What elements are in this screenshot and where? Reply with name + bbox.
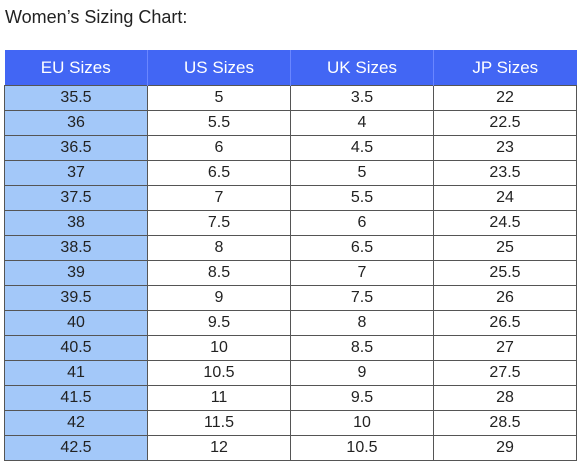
table-row: 40 9.5 8 26.5 (4, 310, 577, 336)
eu-size-cell: 42 (4, 410, 148, 436)
table-body: 35.5 5 3.5 22 36 5.5 4 22.5 36.5 6 4.5 23 37 6.5 5 23.5… (4, 85, 577, 461)
us-size-cell: 10.5 (147, 360, 291, 386)
uk-size-cell: 9.5 (290, 385, 434, 411)
eu-size-cell: 37 (4, 160, 148, 186)
us-size-cell: 9.5 (147, 310, 291, 336)
us-size-cell: 6.5 (147, 160, 291, 186)
us-size-cell: 12 (147, 435, 291, 461)
table-row: 35.5 5 3.5 22 (4, 85, 577, 111)
eu-size-cell: 40 (4, 310, 148, 336)
table-row: 40.5 10 8.5 27 (4, 335, 577, 361)
uk-size-cell: 10.5 (290, 435, 434, 461)
table-row: 38 7.5 6 24.5 (4, 210, 577, 236)
header-uk-sizes: UK Sizes (290, 50, 434, 86)
table-row: 39.5 9 7.5 26 (4, 285, 577, 311)
uk-size-cell: 5.5 (290, 185, 434, 211)
eu-size-cell: 39 (4, 260, 148, 286)
uk-size-cell: 8.5 (290, 335, 434, 361)
table-row: 36.5 6 4.5 23 (4, 135, 577, 161)
table-row: 36 5.5 4 22.5 (4, 110, 577, 136)
header-us-sizes: US Sizes (147, 50, 291, 86)
jp-size-cell: 23 (433, 135, 577, 161)
jp-size-cell: 22.5 (433, 110, 577, 136)
table-row: 37.5 7 5.5 24 (4, 185, 577, 211)
us-size-cell: 9 (147, 285, 291, 311)
jp-size-cell: 29 (433, 435, 577, 461)
jp-size-cell: 22 (433, 85, 577, 111)
eu-size-cell: 40.5 (4, 335, 148, 361)
us-size-cell: 8 (147, 235, 291, 261)
us-size-cell: 7.5 (147, 210, 291, 236)
eu-size-cell: 38.5 (4, 235, 148, 261)
uk-size-cell: 7.5 (290, 285, 434, 311)
table-row: 37 6.5 5 23.5 (4, 160, 577, 186)
eu-size-cell: 38 (4, 210, 148, 236)
us-size-cell: 8.5 (147, 260, 291, 286)
us-size-cell: 10 (147, 335, 291, 361)
page-title: Women’s Sizing Chart: (5, 7, 188, 27)
us-size-cell: 11 (147, 385, 291, 411)
jp-size-cell: 23.5 (433, 160, 577, 186)
eu-size-cell: 36.5 (4, 135, 148, 161)
jp-size-cell: 27.5 (433, 360, 577, 386)
us-size-cell: 5 (147, 85, 291, 111)
table-header-row: EU Sizes US Sizes UK Sizes JP Sizes (4, 50, 577, 86)
eu-size-cell: 36 (4, 110, 148, 136)
jp-size-cell: 25 (433, 235, 577, 261)
jp-size-cell: 28.5 (433, 410, 577, 436)
uk-size-cell: 7 (290, 260, 434, 286)
table-row: 41 10.5 9 27.5 (4, 360, 577, 386)
jp-size-cell: 27 (433, 335, 577, 361)
uk-size-cell: 10 (290, 410, 434, 436)
sizing-table: EU Sizes US Sizes UK Sizes JP Sizes 35.5… (4, 50, 577, 461)
us-size-cell: 11.5 (147, 410, 291, 436)
jp-size-cell: 26.5 (433, 310, 577, 336)
us-size-cell: 7 (147, 185, 291, 211)
jp-size-cell: 24 (433, 185, 577, 211)
uk-size-cell: 5 (290, 160, 434, 186)
table-row: 41.5 11 9.5 28 (4, 385, 577, 411)
uk-size-cell: 6 (290, 210, 434, 236)
uk-size-cell: 3.5 (290, 85, 434, 111)
jp-size-cell: 25.5 (433, 260, 577, 286)
jp-size-cell: 26 (433, 285, 577, 311)
eu-size-cell: 37.5 (4, 185, 148, 211)
uk-size-cell: 6.5 (290, 235, 434, 261)
jp-size-cell: 28 (433, 385, 577, 411)
header-jp-sizes: JP Sizes (433, 50, 577, 86)
uk-size-cell: 4 (290, 110, 434, 136)
table-row: 39 8.5 7 25.5 (4, 260, 577, 286)
uk-size-cell: 8 (290, 310, 434, 336)
us-size-cell: 6 (147, 135, 291, 161)
uk-size-cell: 9 (290, 360, 434, 386)
eu-size-cell: 39.5 (4, 285, 148, 311)
table-row: 38.5 8 6.5 25 (4, 235, 577, 261)
header-eu-sizes: EU Sizes (4, 50, 148, 86)
jp-size-cell: 24.5 (433, 210, 577, 236)
us-size-cell: 5.5 (147, 110, 291, 136)
eu-size-cell: 35.5 (4, 85, 148, 111)
eu-size-cell: 41.5 (4, 385, 148, 411)
eu-size-cell: 42.5 (4, 435, 148, 461)
table-row: 42.5 12 10.5 29 (4, 435, 577, 461)
eu-size-cell: 41 (4, 360, 148, 386)
uk-size-cell: 4.5 (290, 135, 434, 161)
table-row: 42 11.5 10 28.5 (4, 410, 577, 436)
